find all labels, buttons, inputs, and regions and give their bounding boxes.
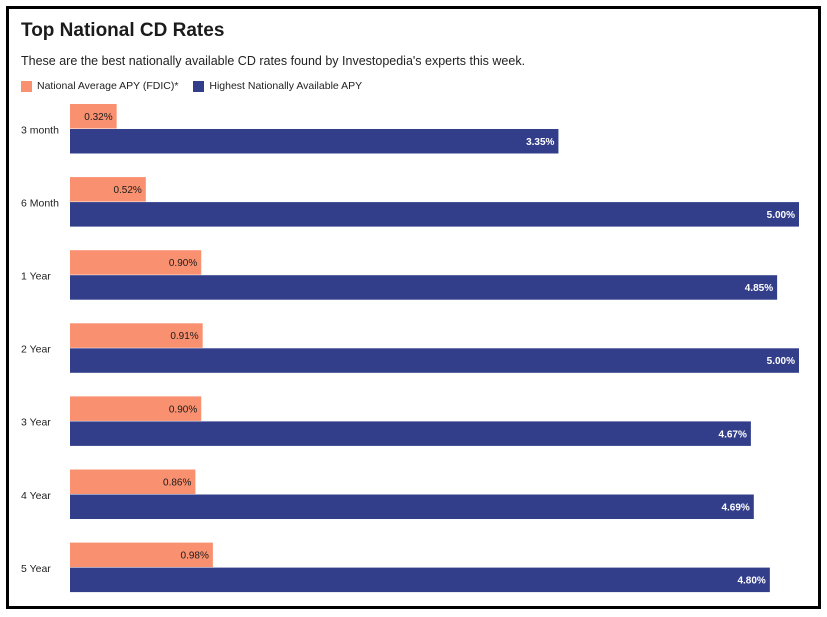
bar-highest-available-4-year xyxy=(70,494,754,519)
legend-swatch-national-average xyxy=(21,80,32,92)
data-label-highest-available-6-month: 5.00% xyxy=(767,210,795,221)
data-label-national-average-6-month: 0.52% xyxy=(113,185,141,196)
data-label-highest-available-4-year: 4.69% xyxy=(721,502,749,513)
data-label-national-average-4-year: 0.86% xyxy=(163,477,191,488)
category-label-2-year: 2 Year xyxy=(21,344,51,356)
bar-national-average-3-year xyxy=(70,396,202,421)
category-label-5-year: 5 Year xyxy=(21,563,51,575)
bar-national-average-3-month xyxy=(70,104,117,129)
legend-swatch-highest-available xyxy=(193,80,205,92)
bar-chart: 3 month 0.32% 3.35% 6 Month 0.52% 5.00% 1 Year… xyxy=(21,104,799,593)
bar-national-average-4-year xyxy=(70,469,196,494)
legend-item-highest-available: Highest Nationally Available APY xyxy=(193,80,362,92)
data-label-highest-available-3-month: 3.35% xyxy=(526,137,554,148)
chart-legend: National Average APY (FDIC)* Highest Nat… xyxy=(21,80,374,95)
legend-item-national-average: National Average APY (FDIC)* xyxy=(21,80,178,92)
bar-highest-available-3-month xyxy=(70,129,559,154)
chart-frame: Top National CD Rates These are the best… xyxy=(6,6,821,609)
bar-highest-available-6-month xyxy=(70,202,799,227)
category-label-6-month: 6 Month xyxy=(21,197,59,209)
bar-national-average-6-month xyxy=(70,177,146,202)
category-label-1-year: 1 Year xyxy=(21,270,51,282)
chart-subtitle: These are the best nationally available … xyxy=(21,54,526,68)
category-label-3-month: 3 month xyxy=(21,124,59,136)
data-label-national-average-1-year: 0.90% xyxy=(169,258,197,269)
legend-label-national-average: National Average APY (FDIC)* xyxy=(37,80,179,92)
data-label-highest-available-5-year: 4.80% xyxy=(737,575,765,586)
data-label-highest-available-2-year: 5.00% xyxy=(767,356,795,367)
data-label-highest-available-3-year: 4.67% xyxy=(719,429,747,440)
bar-national-average-1-year xyxy=(70,250,202,275)
category-label-3-year: 3 Year xyxy=(21,417,51,429)
legend-label-highest-available: Highest Nationally Available APY xyxy=(209,80,363,92)
chart-title: Top National CD Rates xyxy=(21,20,225,41)
category-label-4-year: 4 Year xyxy=(21,490,51,502)
data-label-national-average-3-month: 0.32% xyxy=(84,112,112,123)
bar-national-average-2-year xyxy=(70,323,203,348)
data-label-national-average-2-year: 0.91% xyxy=(170,331,198,342)
data-label-highest-available-1-year: 4.85% xyxy=(745,283,773,294)
bar-highest-available-3-year xyxy=(70,421,751,446)
bar-national-average-5-year xyxy=(70,542,213,568)
bar-highest-available-5-year xyxy=(70,567,770,593)
bar-highest-available-2-year xyxy=(70,348,799,373)
data-label-national-average-5-year: 0.98% xyxy=(181,550,209,561)
bar-highest-available-1-year xyxy=(70,275,778,300)
data-label-national-average-3-year: 0.90% xyxy=(169,404,197,415)
